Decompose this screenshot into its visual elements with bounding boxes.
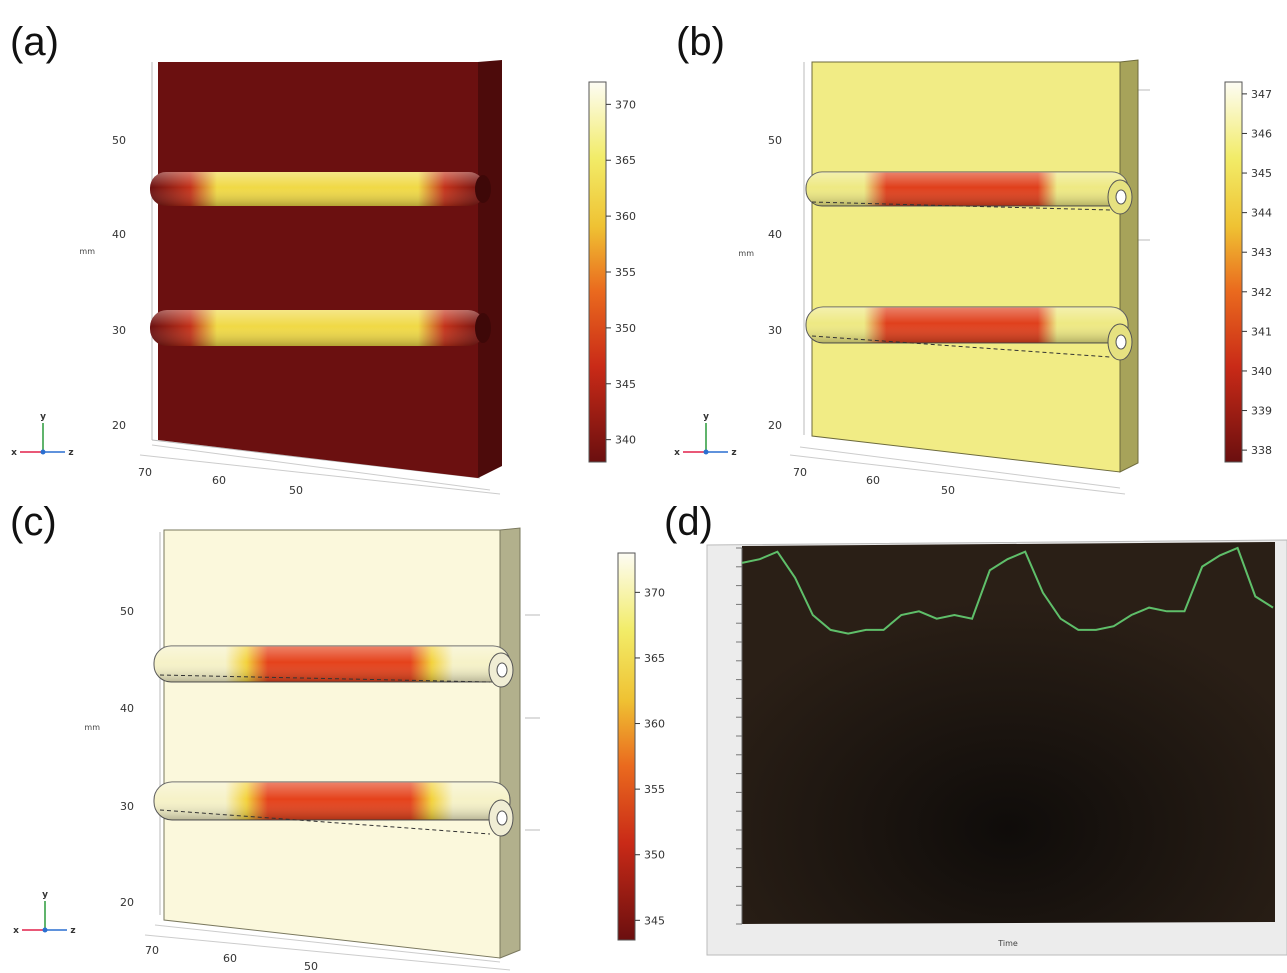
axis-ticks-d (736, 547, 742, 925)
svg-text:z: z (70, 926, 75, 936)
colorbar-tick-label: 350 (644, 849, 665, 862)
pipe-upper-c (153, 645, 514, 688)
panel-label-b: (b) (676, 20, 725, 64)
colorbar-tick-label: 340 (1251, 365, 1272, 378)
colorbar-a: 370 365 360 355 350 345 340 (588, 81, 636, 463)
plate-front-c (163, 529, 501, 959)
colorbar-tick-label: 345 (644, 914, 665, 927)
colorbar-tick-label: 365 (615, 154, 636, 167)
colorbar-tick-label: 365 (644, 652, 665, 665)
pipe-upper-b (805, 171, 1133, 215)
colorbar-tick-label: 344 (1251, 207, 1272, 220)
panel-label-c: (c) (10, 500, 57, 544)
y-tick-c-40: 40 (120, 702, 134, 715)
panel-label-a: (a) (10, 20, 59, 64)
pipe-lower-c (153, 781, 514, 837)
y-tick-a-50: 50 (112, 134, 126, 147)
colorbar-tick-label: 338 (1251, 444, 1272, 457)
colorbar-tick-label: 340 (615, 434, 636, 447)
axis-triad-a: y x z (11, 412, 74, 458)
axis-triad-c: y x z (13, 890, 76, 936)
unit-b: mm (738, 249, 754, 258)
svg-text:x: x (13, 926, 19, 936)
pipe-lower-b (805, 306, 1133, 361)
panel-b: (b) 50 40 30 20 mm 70 60 50 (674, 20, 1272, 497)
x-axis-label-d: Time (997, 939, 1018, 948)
colorbar-tick-label: 370 (644, 586, 665, 599)
y-tick-a-20: 20 (112, 419, 126, 432)
svg-text:y: y (40, 412, 46, 422)
y-tick-c-20: 20 (120, 896, 134, 909)
colorbar-tick-label: 342 (1251, 286, 1272, 299)
monitor-screen (742, 542, 1275, 924)
unit-a: mm (79, 247, 95, 256)
colorbar-tick-label: 370 (615, 98, 636, 111)
y-tick-c-50: 50 (120, 605, 134, 618)
y-tick-b-50: 50 (768, 134, 782, 147)
axis-triad-b: y x z (674, 412, 737, 458)
unit-c: mm (84, 723, 100, 732)
x-tick-a-60: 60 (212, 474, 226, 487)
pipe-upper-a (150, 172, 491, 206)
colorbar-tick-label: 350 (615, 322, 636, 335)
plate-side-c (499, 527, 521, 959)
x-tick-b-60: 60 (866, 474, 880, 487)
colorbar-tick-label: 355 (615, 266, 636, 279)
signal-trace (741, 546, 1274, 635)
x-tick-c-70: 70 (145, 944, 159, 957)
panel-c: (c) 50 40 30 20 mm 70 60 50 (10, 500, 665, 973)
colorbar-tick-label: 347 (1251, 88, 1272, 101)
colorbar-tick-label: 360 (615, 210, 636, 223)
panel-a: (a) 50 40 30 20 mm 70 60 50 (10, 20, 636, 497)
svg-text:z: z (68, 448, 73, 458)
svg-text:y: y (703, 412, 709, 422)
svg-text:y: y (42, 890, 48, 900)
colorbar-tick-label: 339 (1251, 405, 1272, 418)
colorbar-tick-label: 355 (644, 783, 665, 796)
colorbar-tick-label: 345 (615, 378, 636, 391)
colorbar-tick-label: 346 (1251, 127, 1272, 140)
x-tick-a-50: 50 (289, 484, 303, 497)
colorbar-tick-label: 345 (1251, 167, 1272, 180)
colorbar-c: 370 365 360 355 350 345 (617, 552, 665, 941)
plate-front-a (158, 62, 478, 478)
y-tick-a-40: 40 (112, 228, 126, 241)
panel-d: (d) Time (664, 500, 1287, 956)
x-tick-c-50: 50 (304, 960, 318, 973)
plate-front-b (811, 61, 1121, 473)
x-tick-b-50: 50 (941, 484, 955, 497)
y-tick-b-20: 20 (768, 419, 782, 432)
svg-text:z: z (731, 448, 736, 458)
x-tick-c-60: 60 (223, 952, 237, 965)
y-tick-c-30: 30 (120, 800, 134, 813)
x-tick-a-70: 70 (138, 466, 152, 479)
plate-side-b (1119, 59, 1139, 473)
svg-text:x: x (674, 448, 680, 458)
plate-side-a (478, 60, 502, 478)
x-tick-b-70: 70 (793, 466, 807, 479)
colorbar-tick-label: 360 (644, 718, 665, 731)
colorbar-tick-label: 341 (1251, 325, 1272, 338)
colorbar-b: 347 346 345 344 343 342 341 340 339 338 (1224, 81, 1272, 463)
svg-text:x: x (11, 448, 17, 458)
y-tick-b-40: 40 (768, 228, 782, 241)
y-tick-b-30: 30 (768, 324, 782, 337)
colorbar-tick-label: 343 (1251, 246, 1272, 259)
y-tick-a-30: 30 (112, 324, 126, 337)
panel-label-d: (d) (664, 500, 713, 544)
pipe-lower-a (150, 310, 491, 346)
